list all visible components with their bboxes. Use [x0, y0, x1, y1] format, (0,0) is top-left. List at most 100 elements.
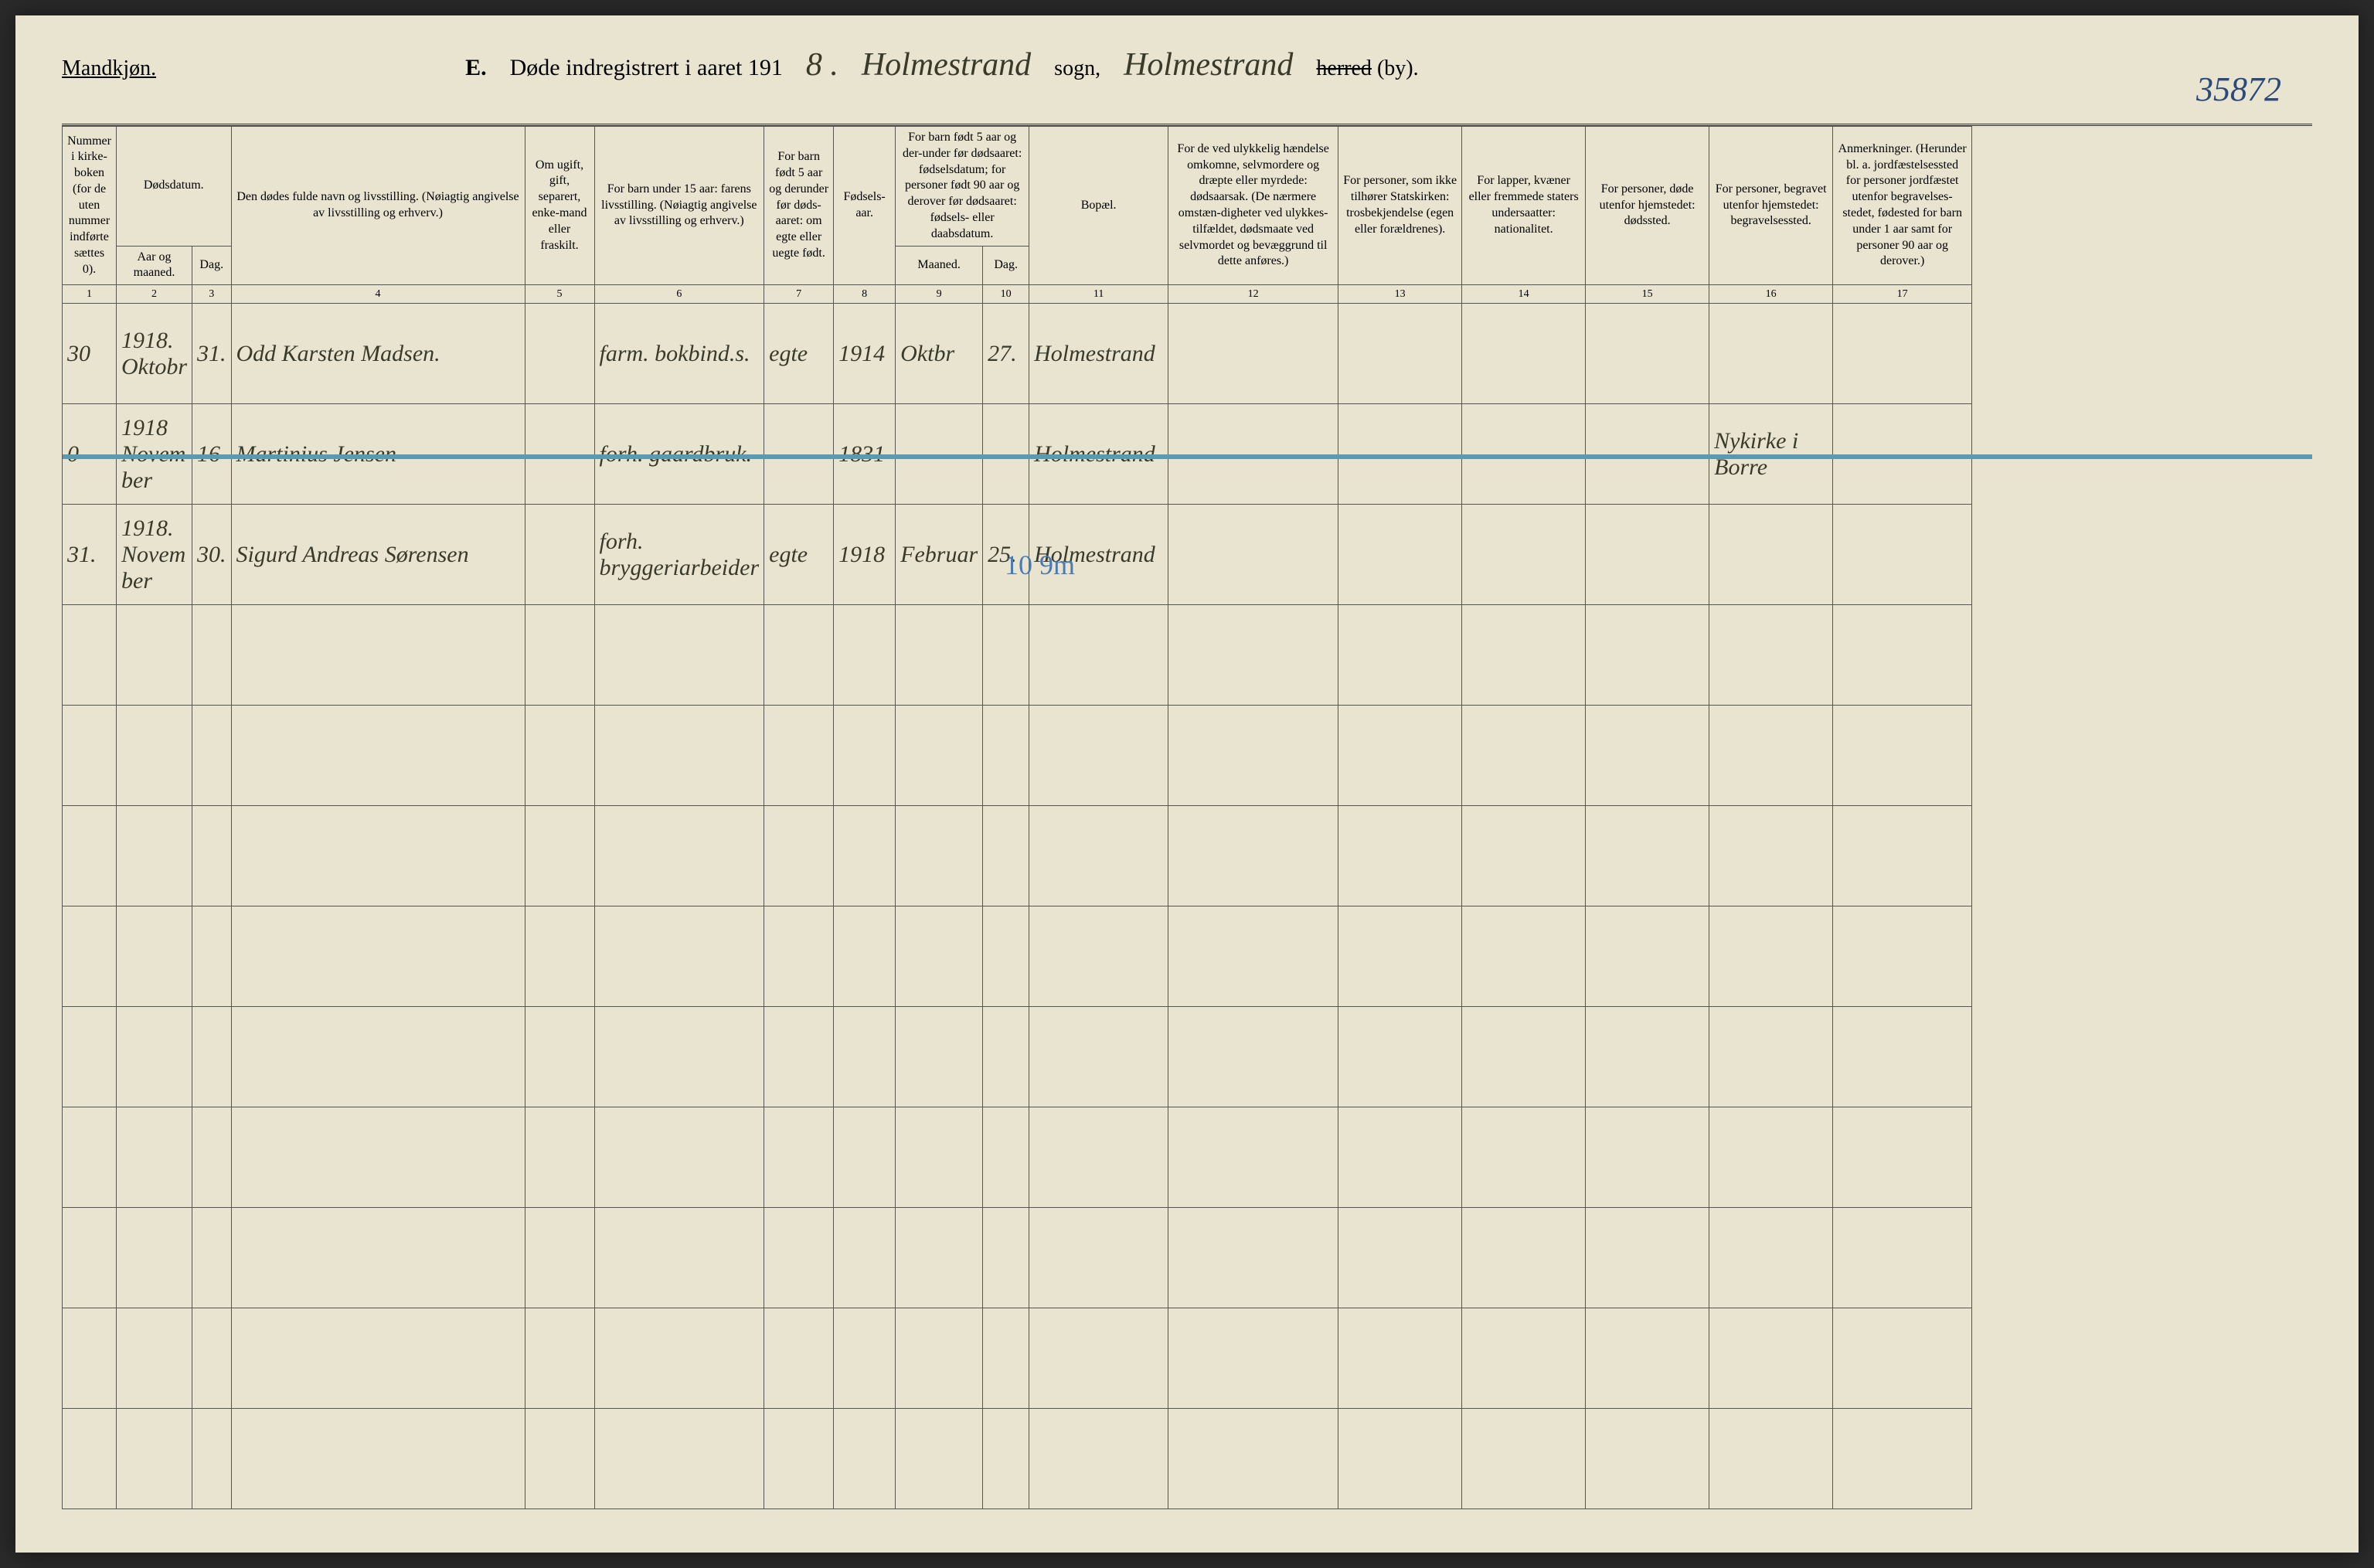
cell: 16	[192, 404, 232, 505]
cell	[1338, 605, 1462, 706]
herred-name: Holmestrand	[1124, 46, 1293, 83]
cell	[1709, 1409, 1833, 1509]
cell	[1586, 505, 1709, 605]
cell: Martinius Jensen	[231, 404, 525, 505]
cell	[192, 906, 232, 1007]
cell	[896, 1409, 983, 1509]
cell	[1168, 1308, 1338, 1409]
cell	[525, 304, 594, 404]
cell	[1029, 1308, 1168, 1409]
cell	[525, 404, 594, 505]
cell	[1029, 1107, 1168, 1208]
cell	[764, 605, 834, 706]
table-header: Nummer i kirke-boken (for de uten nummer…	[63, 127, 2312, 304]
col-header-12: For de ved ulykkelig hændelse omkomne, s…	[1168, 127, 1338, 285]
cell	[1338, 806, 1462, 906]
cell	[1029, 605, 1168, 706]
cell	[1462, 806, 1586, 906]
cell	[63, 906, 117, 1007]
cell	[1029, 1409, 1168, 1509]
cell	[63, 1308, 117, 1409]
cell	[1168, 806, 1338, 906]
table-row	[63, 806, 2312, 906]
cell	[764, 706, 834, 806]
cell	[117, 605, 192, 706]
cell	[834, 1007, 896, 1107]
colnum: 12	[1168, 285, 1338, 304]
cell	[834, 806, 896, 906]
cell	[1462, 1409, 1586, 1509]
cell	[983, 1107, 1029, 1208]
cell	[192, 806, 232, 906]
cell	[1462, 1208, 1586, 1308]
cell	[1338, 706, 1462, 806]
col-header-10: Dag.	[983, 246, 1029, 285]
cell	[896, 1107, 983, 1208]
table-row	[63, 1409, 2312, 1509]
cell	[983, 605, 1029, 706]
cell	[1833, 605, 1972, 706]
cell	[834, 706, 896, 806]
colnum: 14	[1462, 285, 1586, 304]
col-header-11: Bopæl.	[1029, 127, 1168, 285]
cell	[192, 1208, 232, 1308]
cell: 30.	[192, 505, 232, 605]
cell	[231, 706, 525, 806]
cell	[63, 806, 117, 906]
cell	[1029, 1007, 1168, 1107]
colnum: 11	[1029, 285, 1168, 304]
cell	[764, 906, 834, 1007]
cell	[983, 1007, 1029, 1107]
cell	[983, 706, 1029, 806]
cell	[1462, 304, 1586, 404]
cell	[1168, 404, 1338, 505]
cell	[1586, 304, 1709, 404]
cell	[1709, 1208, 1833, 1308]
cell	[764, 404, 834, 505]
gender-label: Mandkjøn.	[62, 56, 156, 81]
colnum: 6	[594, 285, 764, 304]
cell	[1338, 1208, 1462, 1308]
col-header-5: Om ugift, gift, separert, enke-mand elle…	[525, 127, 594, 285]
colnum: 8	[834, 285, 896, 304]
cell	[1833, 1107, 1972, 1208]
cell	[1586, 1107, 1709, 1208]
table-row: 31.1918. Novem ber30.Sigurd Andreas Søre…	[63, 505, 2312, 605]
cell: 1918. Novem ber	[117, 505, 192, 605]
herred-label: herred (by).	[1316, 56, 1418, 81]
cell: egte	[764, 304, 834, 404]
table-row	[63, 1308, 2312, 1409]
cell	[117, 1007, 192, 1107]
cell	[1833, 1007, 1972, 1107]
cell: 1918	[834, 505, 896, 605]
cell	[1833, 304, 1972, 404]
cell	[1586, 806, 1709, 906]
cell	[1833, 404, 1972, 505]
year-suffix: 8 .	[806, 46, 838, 83]
cell	[896, 1308, 983, 1409]
cell	[525, 1409, 594, 1509]
col-header-date-top: Dødsdatum.	[117, 127, 232, 247]
cell	[1168, 706, 1338, 806]
table-row	[63, 1007, 2312, 1107]
table-row	[63, 605, 2312, 706]
cell	[117, 1208, 192, 1308]
col-header-8: Fødsels-aar.	[834, 127, 896, 285]
cell	[1586, 1007, 1709, 1107]
cell	[1709, 1007, 1833, 1107]
colnum: 3	[192, 285, 232, 304]
cell	[117, 706, 192, 806]
cell	[1833, 806, 1972, 906]
cell: forh. gaardbruk.	[594, 404, 764, 505]
cell	[117, 1308, 192, 1409]
cell: Februar	[896, 505, 983, 605]
col-header-17: Anmerkninger. (Herunder bl. a. jordfæste…	[1833, 127, 1972, 285]
colnum: 5	[525, 285, 594, 304]
cell	[1586, 404, 1709, 505]
cell	[764, 1308, 834, 1409]
cell	[63, 605, 117, 706]
cell	[983, 1208, 1029, 1308]
table-row	[63, 906, 2312, 1007]
cell	[231, 906, 525, 1007]
table-row	[63, 706, 2312, 806]
